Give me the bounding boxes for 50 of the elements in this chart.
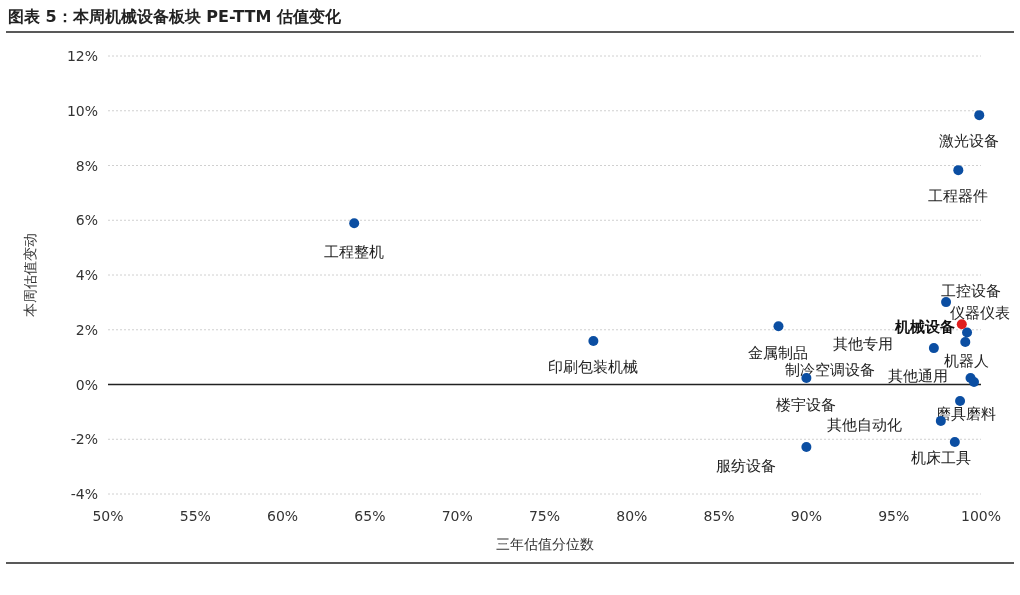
annotation: 其他自动化 <box>827 415 903 434</box>
x-tick-label: 65% <box>354 508 386 524</box>
annotation: 楼宇设备 <box>776 395 837 414</box>
y-tick-label: 12% <box>66 48 98 64</box>
point <box>949 436 960 447</box>
annotation: 其他通用 <box>888 367 949 386</box>
chart-title: 图表 5：本周机械设备板块 PE-TTM 估值变化 <box>8 7 342 26</box>
annotation: 机器人 <box>944 351 990 370</box>
annotation: 印刷包装机械 <box>548 357 639 376</box>
y-tick-label: -4% <box>70 486 98 502</box>
y-tick-label: 8% <box>75 157 98 174</box>
point <box>928 343 939 354</box>
x-tick-label: 70% <box>441 508 473 524</box>
annotation: 服纺设备 <box>716 456 777 475</box>
annotation: 激光设备 <box>939 132 1000 151</box>
point <box>953 165 964 176</box>
x-tick-label: 100% <box>960 508 1002 524</box>
y-axis-title: 本周估值变动 <box>22 233 38 317</box>
annotation: 金属制品 <box>748 344 809 363</box>
x-tick-label: 85% <box>703 508 735 524</box>
annotation: 其他专用 <box>832 335 893 354</box>
x-tick-label: 50% <box>92 508 124 524</box>
annotation: 工程器件 <box>928 187 989 206</box>
y-tick-label: 0% <box>75 376 98 393</box>
x-tick-label: 60% <box>267 508 299 524</box>
x-tick-label: 95% <box>878 508 910 524</box>
x-axis-title: 三年估值分位数 <box>495 536 594 552</box>
point <box>962 327 973 338</box>
point <box>941 297 952 308</box>
point <box>969 377 980 388</box>
x-tick-label: 55% <box>179 508 211 524</box>
y-tick-label: 10% <box>66 102 98 119</box>
annotation: 工控设备 <box>941 282 1002 301</box>
point <box>974 110 985 121</box>
point <box>588 335 599 346</box>
x-tick-label: 80% <box>616 508 648 524</box>
annotation: 工程整机 <box>324 243 385 262</box>
y-tick-label: 4% <box>75 267 98 283</box>
annotation: 机床工具 <box>910 448 971 467</box>
point <box>349 218 360 229</box>
y-tick-label: 2% <box>75 321 98 338</box>
x-tick-label: 75% <box>528 508 561 524</box>
y-tick-label: -2% <box>70 431 98 448</box>
point <box>955 395 966 406</box>
point <box>773 321 784 332</box>
point <box>960 337 971 348</box>
point <box>956 319 967 330</box>
point <box>801 441 812 452</box>
y-tick-label: 6% <box>75 212 98 229</box>
x-tick-label: 90% <box>790 508 822 524</box>
